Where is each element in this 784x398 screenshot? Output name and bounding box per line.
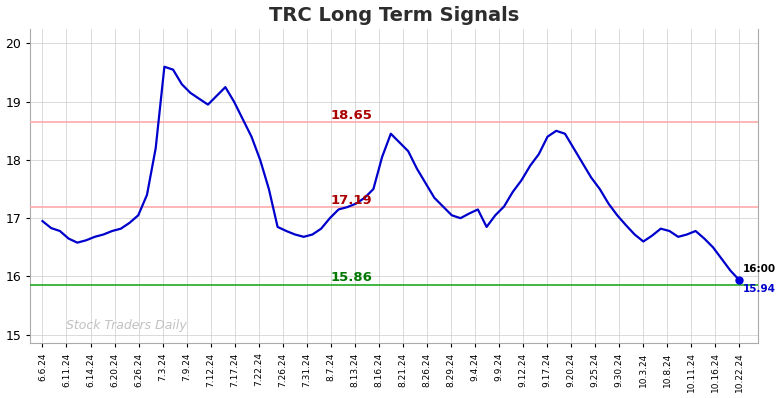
Text: 16:00: 16:00 [742,264,776,275]
Text: 18.65: 18.65 [331,109,372,121]
Title: TRC Long Term Signals: TRC Long Term Signals [269,6,520,25]
Text: Stock Traders Daily: Stock Traders Daily [67,319,187,332]
Text: 15.86: 15.86 [331,271,372,284]
Text: 17.19: 17.19 [331,193,372,207]
Text: 15.94: 15.94 [742,284,775,294]
